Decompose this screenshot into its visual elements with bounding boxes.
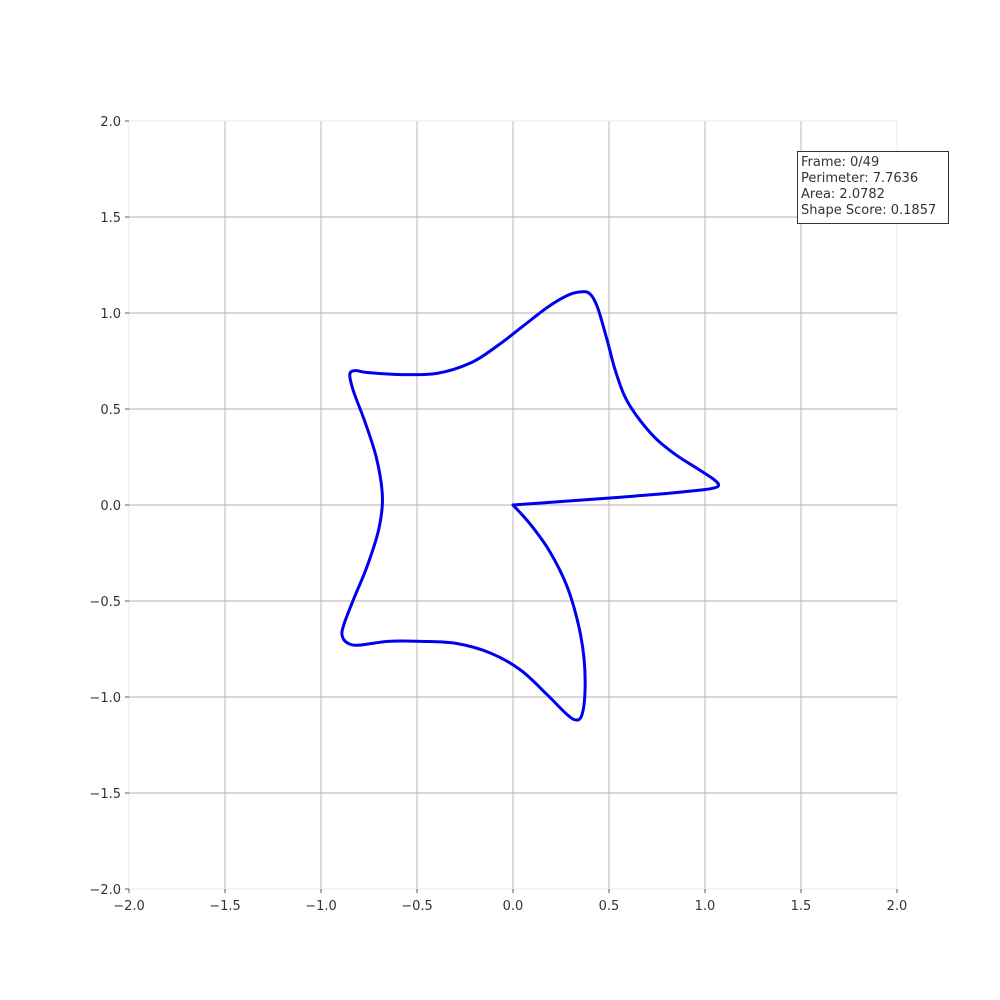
x-tick-label: −1.0	[305, 899, 337, 914]
ticks	[125, 120, 898, 893]
area-text: Area: 2.0782	[801, 187, 885, 202]
y-tick-label: 2.0	[100, 115, 121, 130]
x-tick-label: −1.5	[209, 899, 241, 914]
series-layer	[340, 290, 721, 722]
x-tick-label: −0.5	[401, 899, 433, 914]
x-tick-labels: −2.0 −1.5 −1.0 −0.5 0.0 0.5 1.0 1.5 2.0	[113, 899, 907, 914]
y-tick-label: −1.0	[89, 691, 121, 706]
y-tick-label: 0.5	[100, 403, 121, 418]
y-tick-label: −0.5	[89, 595, 121, 610]
y-tick-labels: −2.0 −1.5 −1.0 −0.5 0.0 0.5 1.0 1.5 2.0	[89, 115, 121, 898]
frame-text: Frame: 0/49	[801, 155, 880, 170]
y-tick-label: −1.5	[89, 787, 121, 802]
y-tick-label: −2.0	[89, 883, 121, 898]
x-tick-label: 0.0	[503, 899, 524, 914]
y-tick-label: 1.0	[100, 307, 121, 322]
x-tick-label: 0.5	[599, 899, 620, 914]
y-tick-label: 0.0	[100, 499, 121, 514]
y-tick-label: 1.5	[100, 211, 121, 226]
x-tick-label: 1.0	[695, 899, 716, 914]
shape-score-text: Shape Score: 0.1857	[801, 203, 937, 218]
series-line-0	[340, 290, 721, 722]
perimeter-text: Perimeter: 7.7636	[801, 171, 919, 186]
info-box: Frame: 0/49 Perimeter: 7.7636 Area: 2.07…	[797, 151, 949, 224]
x-tick-label: 2.0	[887, 899, 908, 914]
x-tick-label: −2.0	[113, 899, 145, 914]
x-tick-label: 1.5	[791, 899, 812, 914]
